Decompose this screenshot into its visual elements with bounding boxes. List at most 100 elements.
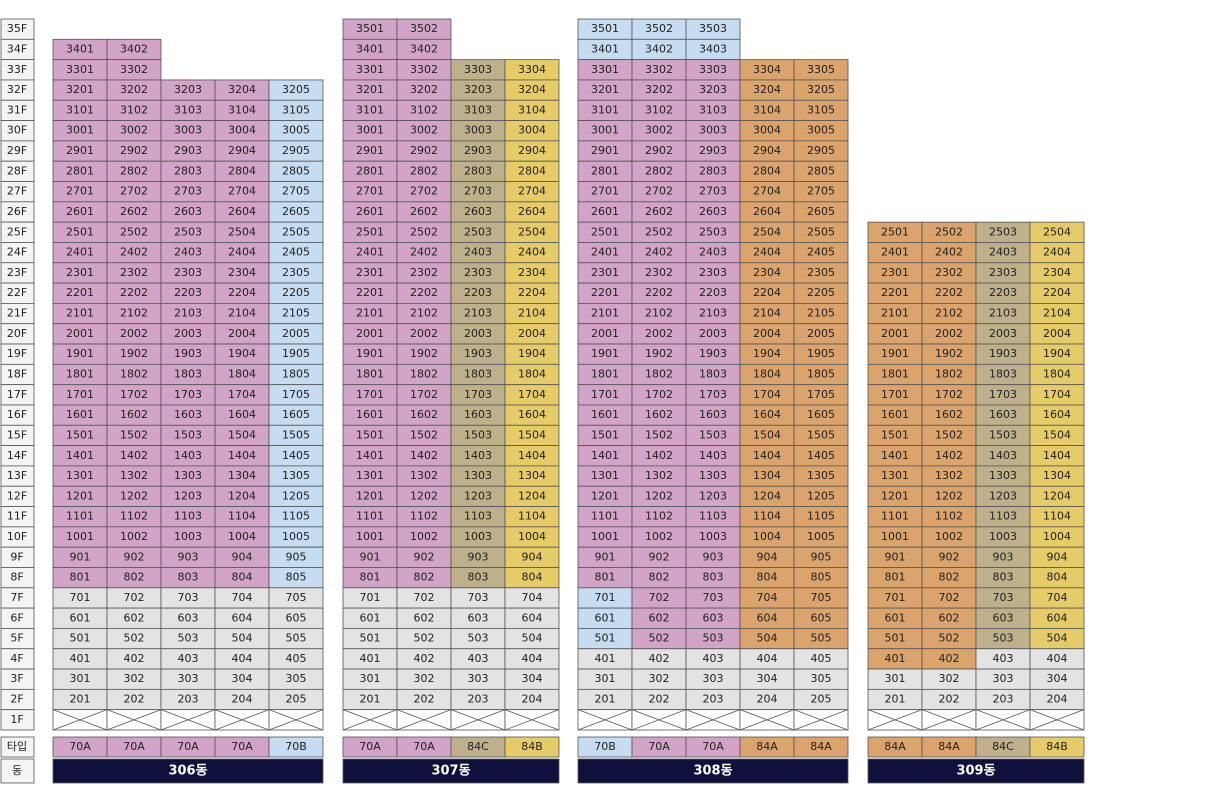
unit-number: 1404 (753, 449, 781, 462)
unit-number: 3001 (591, 124, 619, 137)
unit-number: 2601 (591, 205, 619, 218)
unit-number: 2202 (935, 286, 963, 299)
unit-number: 801 (70, 571, 91, 584)
unit-number: 1602 (645, 408, 673, 421)
unit-number: 204 (1047, 693, 1068, 706)
unit-type: 84B (521, 740, 543, 753)
unit-number: 1603 (989, 408, 1017, 421)
unit-number: 1002 (120, 530, 148, 543)
unit-type: 70B (285, 740, 307, 753)
unit-number: 701 (70, 591, 91, 604)
unit-number: 1703 (174, 388, 202, 401)
pilotis-cross (214, 709, 270, 731)
unit-number: 1305 (807, 469, 835, 482)
unit-number: 202 (414, 693, 435, 706)
unit-number: 305 (811, 672, 832, 685)
unit-number: 805 (286, 571, 307, 584)
unit-number: 2001 (66, 327, 94, 340)
unit-number: 1603 (174, 408, 202, 421)
unit-number: 1205 (282, 489, 310, 502)
unit-type: 70A (359, 740, 381, 753)
unit-number: 501 (595, 632, 616, 645)
unit-number: 1602 (120, 408, 148, 421)
unit-number: 901 (360, 550, 381, 563)
unit-number: 2501 (66, 225, 94, 238)
unit-number: 302 (939, 672, 960, 685)
unit-number: 2304 (228, 266, 256, 279)
unit-number: 904 (232, 550, 253, 563)
floor-label: 22F (7, 286, 27, 299)
unit-number: 1603 (699, 408, 727, 421)
unit-number: 1001 (591, 530, 619, 543)
unit-number: 302 (649, 672, 670, 685)
unit-number: 1101 (591, 510, 619, 523)
unit-number: 2402 (120, 246, 148, 259)
unit-number: 2204 (1043, 286, 1071, 299)
unit-number: 2402 (645, 246, 673, 259)
floor-label: 27F (7, 185, 27, 198)
unit-number: 804 (1047, 571, 1068, 584)
unit-number: 2304 (518, 266, 546, 279)
unit-number: 2704 (228, 185, 256, 198)
unit-number: 405 (811, 652, 832, 665)
unit-number: 3401 (591, 42, 619, 55)
unit-number: 1501 (591, 428, 619, 441)
unit-number: 2103 (989, 307, 1017, 320)
floor-label: 6F (10, 611, 23, 624)
unit-number: 804 (757, 571, 778, 584)
unit-number: 2902 (645, 144, 673, 157)
unit-number: 1503 (989, 428, 1017, 441)
unit-number: 201 (360, 693, 381, 706)
unit-number: 2102 (935, 307, 963, 320)
unit-number: 1102 (410, 510, 438, 523)
unit-number: 2401 (356, 246, 384, 259)
unit-number: 2504 (753, 225, 781, 238)
unit-type: 84B (1046, 740, 1068, 753)
unit-number: 3301 (356, 63, 384, 76)
unit-number: 2003 (464, 327, 492, 340)
unit-number: 2403 (464, 246, 492, 259)
unit-number: 2304 (753, 266, 781, 279)
unit-number: 3402 (645, 42, 673, 55)
unit-number: 2305 (807, 266, 835, 279)
unit-number: 1005 (282, 530, 310, 543)
unit-number: 1501 (356, 428, 384, 441)
unit-number: 1804 (228, 368, 256, 381)
unit-number: 2303 (699, 266, 727, 279)
unit-number: 2903 (464, 144, 492, 157)
unit-number: 1802 (645, 368, 673, 381)
unit-number: 3103 (699, 103, 727, 116)
unit-number: 2502 (410, 225, 438, 238)
unit-number: 304 (232, 672, 253, 685)
unit-number: 1502 (410, 428, 438, 441)
unit-number: 1903 (699, 347, 727, 360)
unit-number: 1903 (464, 347, 492, 360)
unit-number: 803 (703, 571, 724, 584)
floor-label: 30F (7, 124, 27, 137)
unit-number: 905 (286, 550, 307, 563)
unit-number: 2205 (282, 286, 310, 299)
unit-number: 603 (468, 611, 489, 624)
unit-number: 305 (286, 672, 307, 685)
building-name: 307동 (431, 764, 470, 779)
unit-number: 1902 (645, 347, 673, 360)
unit-number: 1004 (753, 530, 781, 543)
unit-number: 1505 (282, 428, 310, 441)
unit-number: 1701 (881, 388, 909, 401)
unit-number: 205 (286, 693, 307, 706)
unit-number: 3302 (120, 63, 148, 76)
pilotis-cross (631, 709, 687, 731)
unit-number: 2101 (881, 307, 909, 320)
unit-number: 1502 (935, 428, 963, 441)
unit-number: 3005 (807, 124, 835, 137)
unit-number: 2204 (518, 286, 546, 299)
unit-number: 405 (286, 652, 307, 665)
unit-type: 84A (810, 740, 832, 753)
unit-number: 3102 (410, 103, 438, 116)
unit-number: 2704 (753, 185, 781, 198)
unit-number: 1404 (518, 449, 546, 462)
unit-number: 1405 (282, 449, 310, 462)
unit-number: 1802 (410, 368, 438, 381)
unit-number: 702 (124, 591, 145, 604)
unit-number: 3301 (66, 63, 94, 76)
